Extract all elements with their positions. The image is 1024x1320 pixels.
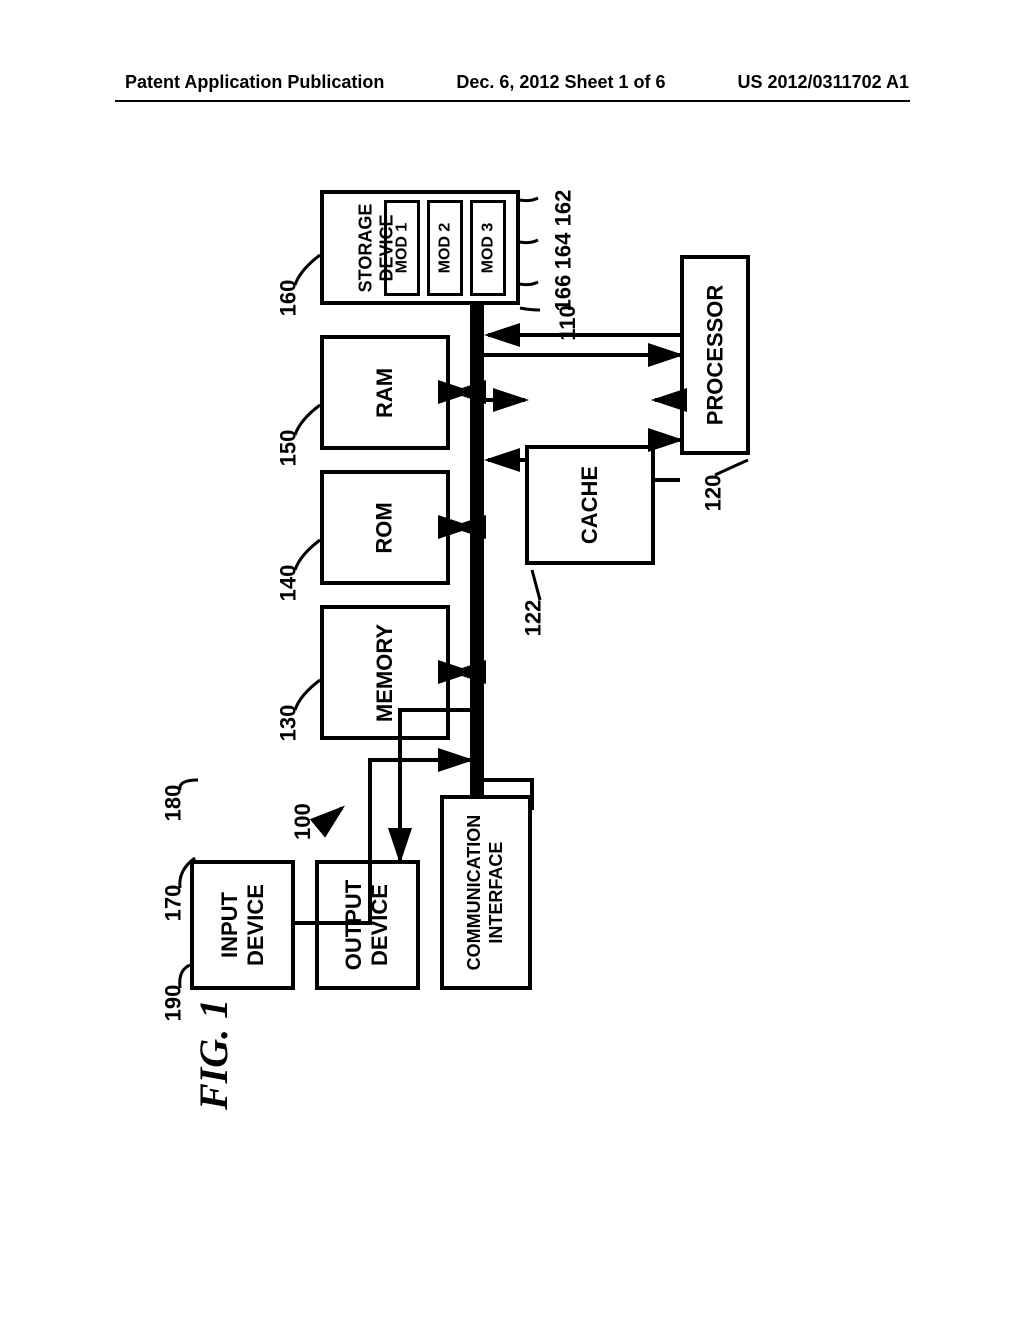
header-right: US 2012/0311702 A1 [738, 72, 909, 93]
page-header: Patent Application Publication Dec. 6, 2… [0, 72, 1024, 93]
cache-box: CACHE [525, 445, 655, 565]
rom-label: ROM [372, 502, 398, 553]
memory-box: MEMORY [320, 605, 450, 740]
connectors [120, 180, 920, 1180]
processor-box: PROCESSOR [680, 255, 750, 455]
ref-150: 150 [275, 430, 301, 467]
ref-130: 130 [275, 705, 301, 742]
ref-162: 162 [550, 190, 576, 227]
mod3-box: MOD 3 [470, 200, 506, 296]
processor-label: PROCESSOR [702, 285, 728, 426]
comm-interface-box: COMMUNICATIONINTERFACE [440, 795, 532, 990]
rom-box: ROM [320, 470, 450, 585]
header-left: Patent Application Publication [125, 72, 384, 93]
ref-110: 110 [555, 305, 581, 341]
ram-label: RAM [372, 367, 398, 417]
ref-120: 120 [700, 475, 726, 512]
diagram: FIG. 1 100 BUS INPUTDEVICE OUTPUTDEVICE … [120, 180, 920, 1180]
ref-system: 100 [290, 803, 316, 840]
ref-160: 160 [275, 280, 301, 317]
ram-box: RAM [320, 335, 450, 450]
output-device-label: OUTPUTDEVICE [341, 880, 393, 970]
ref-180: 180 [160, 785, 186, 822]
cache-label: CACHE [577, 466, 603, 544]
header-rule [115, 100, 910, 102]
input-device-label: INPUTDEVICE [216, 884, 268, 966]
ref-190: 190 [160, 985, 186, 1022]
ref-170: 170 [160, 885, 186, 922]
figure-label: FIG. 1 [190, 999, 237, 1110]
output-device-box: OUTPUTDEVICE [315, 860, 420, 990]
mod2-box: MOD 2 [427, 200, 463, 296]
input-device-box: INPUTDEVICE [190, 860, 295, 990]
storage-box: STORAGEDEVICE MOD 1 MOD 2 MOD 3 [320, 190, 520, 305]
ref-164: 164 [550, 233, 576, 270]
mod1-box: MOD 1 [384, 200, 420, 296]
ref-122: 122 [520, 600, 546, 637]
header-center: Dec. 6, 2012 Sheet 1 of 6 [456, 72, 665, 93]
memory-label: MEMORY [372, 623, 398, 721]
comm-interface-label: COMMUNICATIONINTERFACE [464, 815, 507, 971]
ref-140: 140 [275, 565, 301, 602]
